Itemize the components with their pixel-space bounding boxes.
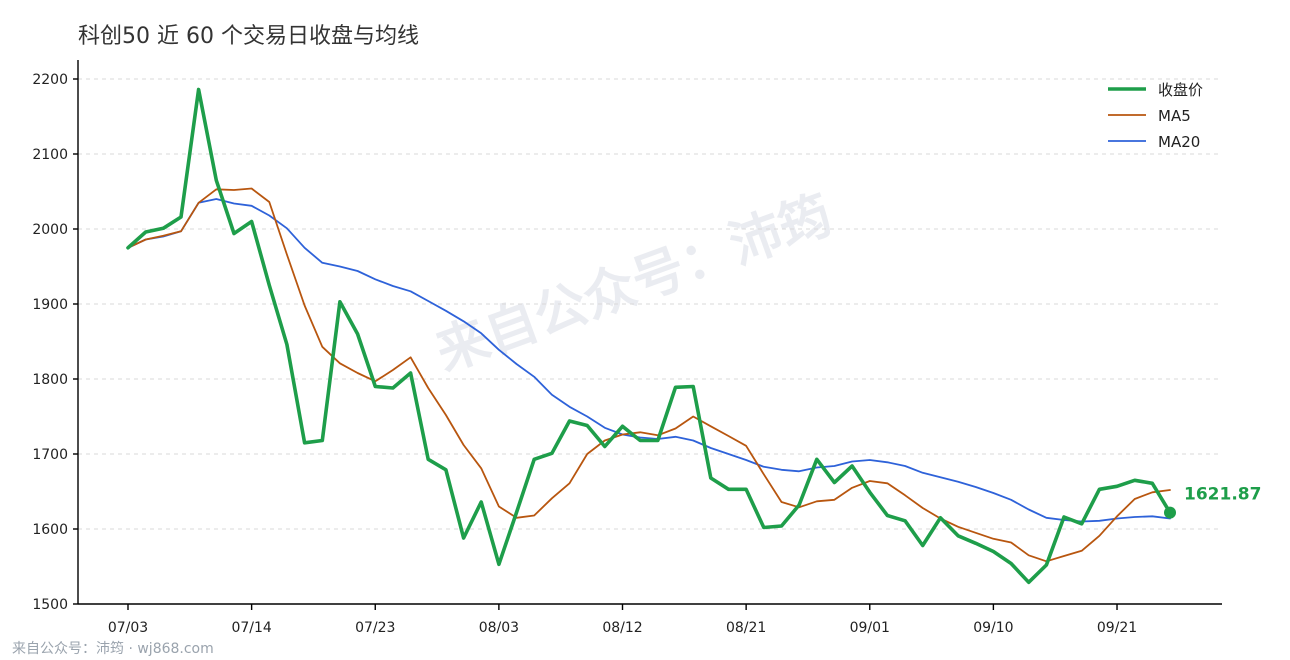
series-line-ma5 <box>127 187 1171 563</box>
last-close-marker <box>1164 506 1176 519</box>
legend-item-ma20-label: MA20 <box>1158 133 1200 151</box>
y-tick-label: 1600 <box>32 522 68 538</box>
x-tick-label: 08/03 <box>479 620 519 636</box>
legend-item-close-label: 收盘价 <box>1158 81 1203 99</box>
y-tick-label: 1700 <box>32 447 68 463</box>
watermark-text: 来自公众号：沛筠 <box>428 185 839 384</box>
legend-item-ma5-label: MA5 <box>1158 107 1191 125</box>
series-line-close <box>126 87 1172 585</box>
y-tick-label: 2200 <box>32 72 68 88</box>
x-tick-label: 07/23 <box>355 620 395 636</box>
y-tick-label: 2000 <box>32 222 68 238</box>
y-tick-label: 1900 <box>32 297 68 313</box>
x-tick-label: 07/03 <box>108 620 148 636</box>
legend: 收盘价 MA5 MA20 <box>1108 81 1203 151</box>
x-tick-label: 09/21 <box>1097 620 1137 636</box>
y-tick-label: 2100 <box>32 147 68 163</box>
x-tick-label: 07/14 <box>231 620 271 636</box>
y-tick-label: 1800 <box>32 372 68 388</box>
x-tick-label: 09/10 <box>973 620 1013 636</box>
chart-title: 科创50 近 60 个交易日收盘与均线 <box>78 24 419 49</box>
series-layer: 1621.87 <box>126 87 1261 585</box>
y-tick-label: 1500 <box>32 597 68 613</box>
x-tick-label: 08/21 <box>726 620 766 636</box>
axes: 1500 1600 1700 1800 1900 2000 2100 2200 07/03 07/… <box>32 60 1222 636</box>
x-tick-label: 09/01 <box>850 620 890 636</box>
footer-credit: 来自公众号：沛筠 · wj868.com <box>12 641 214 657</box>
grid-lines <box>78 78 1222 605</box>
last-close-label: 1621.87 <box>1184 485 1261 505</box>
series-line-ma20 <box>127 198 1171 523</box>
x-tick-label: 08/12 <box>602 620 642 636</box>
